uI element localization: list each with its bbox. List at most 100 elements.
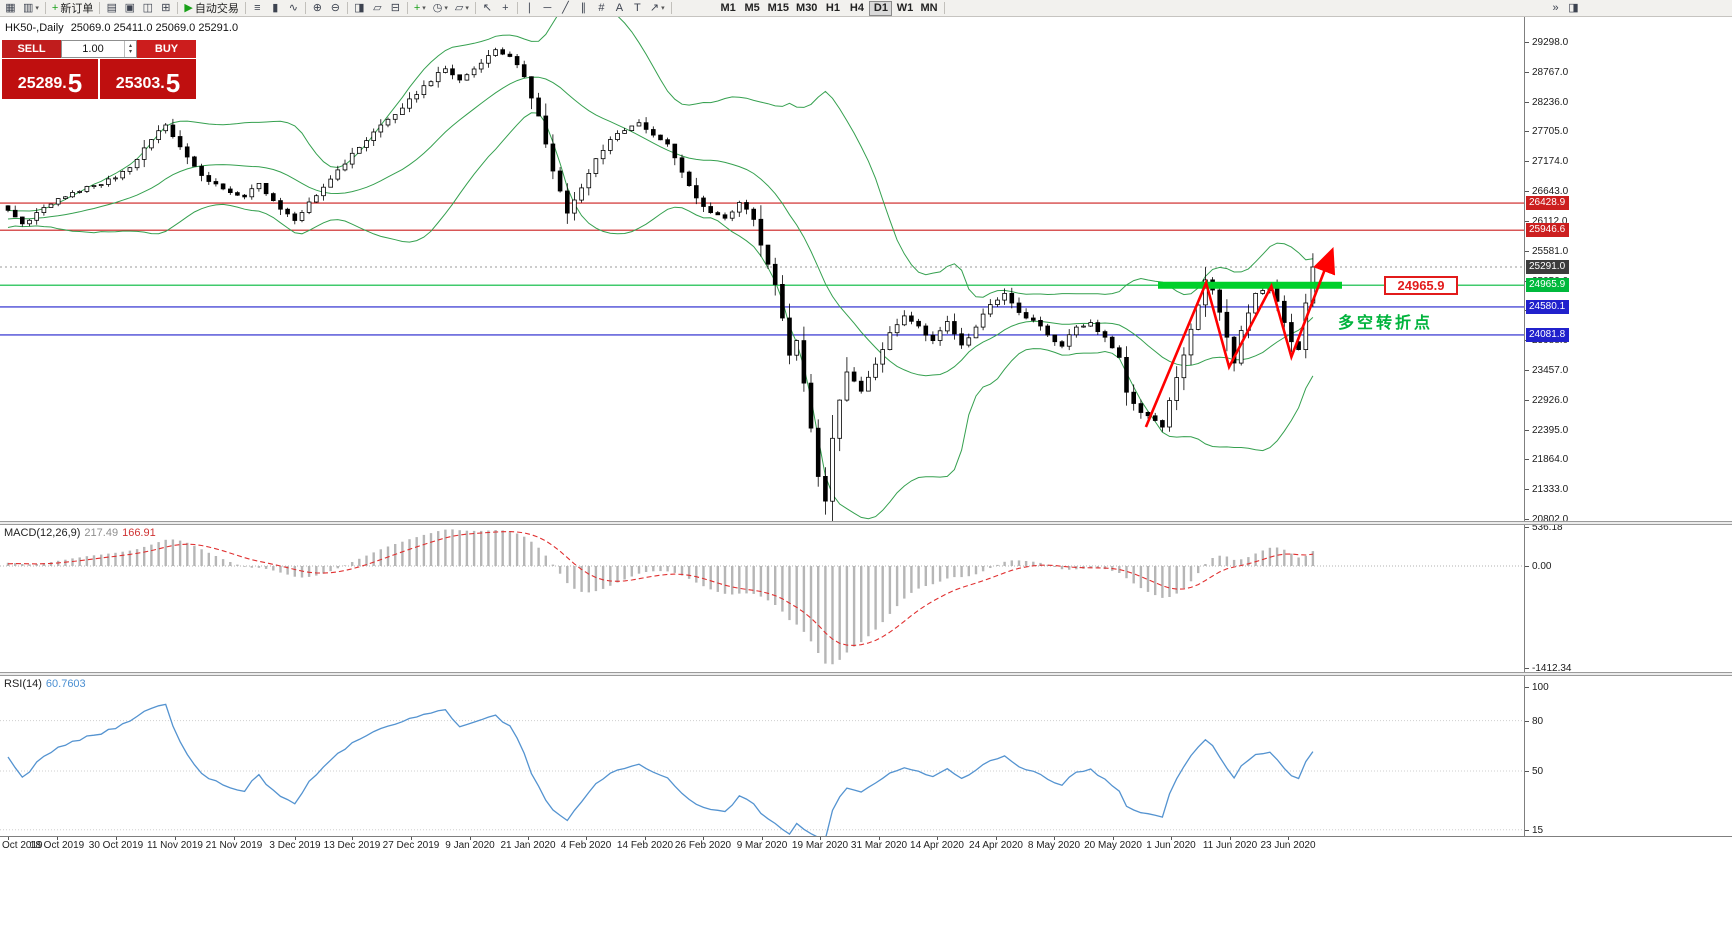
panel-separator[interactable] bbox=[0, 672, 1732, 676]
tf-m30[interactable]: M30 bbox=[796, 2, 818, 14]
date-tick bbox=[411, 837, 412, 840]
bid-price[interactable]: 25289. 5 bbox=[2, 59, 98, 99]
date-axis-label: 19 Mar 2020 bbox=[791, 840, 849, 851]
horizontal-line-icon[interactable]: ─ bbox=[543, 2, 552, 14]
auto-scroll-icon[interactable]: » bbox=[1552, 2, 1559, 14]
date-axis-label: 23 Jun 2020 bbox=[1260, 840, 1316, 851]
macd-panel[interactable] bbox=[0, 529, 1524, 665]
tf-w1[interactable]: W1 bbox=[896, 2, 914, 14]
navigator-icon[interactable]: ◫ bbox=[142, 2, 154, 14]
cascade-windows-icon[interactable]: ▱ bbox=[373, 2, 382, 14]
zoom-in-icon[interactable]: ⊕ bbox=[312, 2, 322, 14]
rsi-label: RSI(14) 60.7603 bbox=[4, 678, 86, 690]
market-watch-icon[interactable]: ▤ bbox=[106, 2, 118, 14]
rsi-panel[interactable] bbox=[0, 703, 1524, 838]
volume-spin-buttons[interactable]: ▴ ▾ bbox=[124, 41, 136, 57]
terminal-icon[interactable]: ⊞ bbox=[161, 2, 171, 14]
date-tick bbox=[528, 837, 529, 840]
symbol-period: HK50-,Daily bbox=[5, 22, 64, 34]
price-tag: 26428.9 bbox=[1526, 196, 1570, 211]
volume-spinner[interactable]: 1.00 ▴ ▾ bbox=[61, 40, 137, 58]
toolbar-separator bbox=[406, 2, 408, 14]
zoom-out-icon[interactable]: ⊖ bbox=[330, 2, 340, 14]
bar-chart-icon[interactable]: ≡ bbox=[254, 2, 261, 14]
cursor-icon[interactable]: ↖ bbox=[482, 2, 492, 14]
tf-m15[interactable]: M15 bbox=[767, 2, 790, 14]
templates-icon[interactable]: ▱ ▾ bbox=[454, 2, 469, 14]
macd-axis-label: -1412.34 bbox=[1532, 662, 1572, 674]
vertical-line-icon[interactable]: ∣ bbox=[526, 2, 533, 14]
date-axis-label: 30 Oct 2019 bbox=[88, 840, 144, 851]
date-axis-label: 4 Feb 2020 bbox=[560, 840, 612, 851]
price-annotation-box[interactable]: 24965.9 bbox=[1384, 276, 1458, 295]
tile-windows-icon[interactable]: ◨ bbox=[354, 2, 365, 14]
macd-signal-value: 166.91 bbox=[122, 527, 156, 539]
price-tag: 24580.1 bbox=[1526, 299, 1570, 314]
price-axis[interactable]: 29298.0 28767.0 28236.0 27705.0 27174.0 26643… bbox=[1524, 16, 1732, 836]
price-tag: 25946.6 bbox=[1526, 223, 1570, 238]
autotrading-button[interactable]: ▶ 自动交易 bbox=[184, 2, 239, 15]
tf-mn[interactable]: MN bbox=[920, 2, 938, 14]
arrows-icon[interactable]: ↗ ▾ bbox=[649, 2, 665, 14]
axis-tick bbox=[1525, 459, 1529, 461]
periods-icon[interactable]: ◷ ▾ bbox=[432, 2, 448, 14]
label-icon[interactable]: T bbox=[634, 2, 641, 14]
date-axis-label: 24 Apr 2020 bbox=[969, 840, 1023, 851]
line-chart-icon[interactable]: ∿ bbox=[288, 2, 298, 14]
channel-icon[interactable]: ∥ bbox=[580, 2, 587, 14]
axis-tick bbox=[1525, 720, 1529, 722]
ohlc-values: 25069.0 25411.0 25069.0 25291.0 bbox=[70, 22, 239, 34]
arrange-windows-icon[interactable]: ⊟ bbox=[390, 2, 400, 14]
date-axis-label: 26 Feb 2020 bbox=[674, 840, 732, 851]
price-axis-label: 21333.0 bbox=[1532, 484, 1569, 496]
price-axis-label: 29298.0 bbox=[1532, 37, 1569, 48]
rsi-axis-label: 50 bbox=[1532, 766, 1544, 777]
turning-point-label[interactable]: 多空转折点 bbox=[1338, 315, 1434, 332]
tf-h4[interactable]: H4 bbox=[849, 2, 864, 14]
toolbar-separator bbox=[516, 2, 518, 14]
tf-h1[interactable]: H1 bbox=[825, 2, 840, 14]
main-chart-panel[interactable] bbox=[0, 0, 1524, 533]
date-tick bbox=[996, 837, 997, 840]
bid-big-digit: 5 bbox=[67, 68, 83, 98]
date-tick bbox=[820, 837, 821, 840]
date-axis-label: 13 Dec 2019 bbox=[323, 840, 381, 851]
date-axis-label: 8 May 2020 bbox=[1027, 840, 1081, 851]
price-axis-label: 26643.0 bbox=[1532, 186, 1569, 198]
new-order-button[interactable]: + 新订单 bbox=[51, 2, 94, 15]
text-icon[interactable]: A bbox=[615, 2, 624, 14]
volume-down-icon[interactable]: ▾ bbox=[128, 49, 132, 55]
date-axis-label: 14 Feb 2020 bbox=[616, 840, 674, 851]
date-tick bbox=[57, 837, 58, 840]
volume-up-icon[interactable]: ▴ bbox=[128, 43, 132, 49]
date-axis-label: 11 Nov 2019 bbox=[147, 840, 203, 851]
data-window-icon[interactable]: ▣ bbox=[124, 2, 136, 14]
toolbar-separator bbox=[244, 2, 246, 14]
rsi-axis-label: 15 bbox=[1532, 824, 1544, 836]
axis-tick bbox=[1525, 667, 1529, 669]
fibonacci-icon[interactable]: # bbox=[598, 2, 605, 14]
time-axis[interactable]: Oct 2019 18 Oct 2019 30 Oct 2019 11 Nov 201… bbox=[0, 836, 1732, 853]
panel-separator[interactable] bbox=[0, 521, 1732, 525]
sell-button[interactable]: SELL bbox=[2, 40, 61, 58]
tf-d1[interactable]: D1 bbox=[869, 0, 893, 16]
price-axis-label: 28236.0 bbox=[1532, 96, 1569, 108]
axis-tick bbox=[1525, 131, 1529, 133]
ask-price[interactable]: 25303. 5 bbox=[100, 59, 196, 99]
chart-shift-icon[interactable]: ◨ bbox=[1568, 2, 1579, 14]
tf-m5[interactable]: M5 bbox=[744, 2, 760, 14]
buy-button[interactable]: BUY bbox=[137, 40, 196, 58]
profiles-icon[interactable]: ▥ ▾ bbox=[23, 2, 39, 14]
new-chart-icon[interactable]: ▦ bbox=[5, 2, 16, 14]
price-tag: 25291.0 bbox=[1526, 259, 1570, 274]
candlestick-chart-icon[interactable]: ▮ bbox=[272, 2, 279, 14]
indicators-icon[interactable]: + ▾ bbox=[413, 2, 426, 14]
toolbar-separator bbox=[474, 2, 476, 14]
bid-main-digits: 25289. bbox=[17, 75, 67, 92]
axis-tick bbox=[1525, 519, 1529, 520]
trendline-icon[interactable]: ╱ bbox=[562, 2, 569, 14]
tf-m1[interactable]: M1 bbox=[720, 2, 736, 14]
price-axis-label: 25581.0 bbox=[1532, 245, 1569, 257]
crosshair-icon[interactable]: + bbox=[502, 2, 509, 14]
